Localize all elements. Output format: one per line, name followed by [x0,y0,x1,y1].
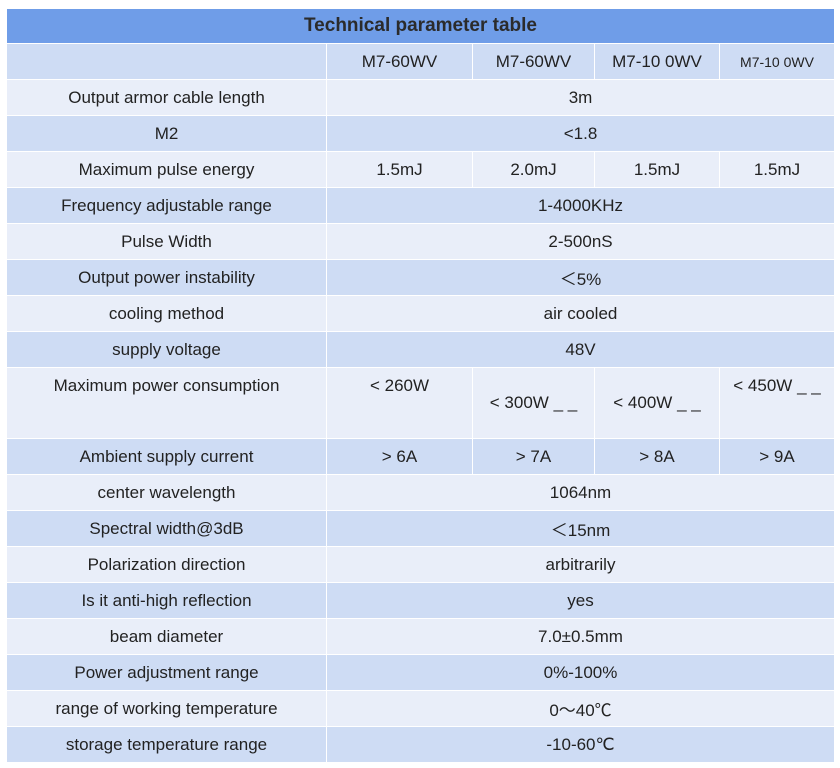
row-label: Output armor cable length [6,79,327,116]
row-value: 1064nm [326,474,835,511]
row-value: 48V [326,331,835,368]
row-label: Maximum power consumption [6,367,327,439]
row-value: yes [326,582,835,619]
row-label: cooling method [6,295,327,332]
row-label: Output power instability [6,259,327,296]
table-row: Spectral width@3dB ＜15nm [6,510,835,547]
table-row: Maximum power consumption < 260W < 300W _ … [6,367,835,439]
header-cell: M7-60WV [326,43,473,80]
row-value: 0～40℃ [326,690,835,727]
row-value: 7.0±0.5mm [326,618,835,655]
row-value: -10-60℃ [326,726,835,763]
table-row: range of working temperature 0～40℃ [6,690,835,727]
row-label: Pulse Width [6,223,327,260]
table-row: Frequency adjustable range 1-4000KHz [6,187,835,224]
table-row: beam diameter 7.0±0.5mm [6,618,835,655]
table-row: M2 <1.8 [6,115,835,152]
title-row: Technical parameter table [6,8,835,44]
row-label: Power adjustment range [6,654,327,691]
row-value: 3m [326,79,835,116]
row-label: Is it anti-high reflection [6,582,327,619]
row-value: 1.5mJ [326,151,473,188]
row-value: > 9A [719,438,835,475]
row-label: range of working temperature [6,690,327,727]
table-row: supply voltage 48V [6,331,835,368]
row-value: 1-4000KHz [326,187,835,224]
row-label: Frequency adjustable range [6,187,327,224]
table-row: center wavelength 1064nm [6,474,835,511]
row-label: storage temperature range [6,726,327,763]
table-row: Maximum pulse energy 1.5mJ 2.0mJ 1.5mJ 1.5mJ [6,151,835,188]
table-row: storage temperature range -10-60℃ [6,726,835,763]
table-row: Is it anti-high reflection yes [6,582,835,619]
row-value: <1.8 [326,115,835,152]
row-value: > 8A [594,438,720,475]
row-value: air cooled [326,295,835,332]
table-row: Power adjustment range 0%-100% [6,654,835,691]
row-label: Ambient supply current [6,438,327,475]
row-label: beam diameter [6,618,327,655]
table-body: Technical parameter table M7-60WV M7-60WV… [6,8,835,763]
row-value: 0%-100% [326,654,835,691]
row-value: < 450W _ _ [719,367,835,439]
table-row: Output armor cable length 3m [6,79,835,116]
header-cell: M7-60WV [472,43,595,80]
row-label: Polarization direction [6,546,327,583]
row-value: ＜5% [326,259,835,296]
row-label: Spectral width@3dB [6,510,327,547]
row-value: < 400W _ _ [594,367,720,439]
row-label: center wavelength [6,474,327,511]
row-value: > 7A [472,438,595,475]
row-value: < 300W _ _ [472,367,595,439]
row-label: Maximum pulse energy [6,151,327,188]
row-label: M2 [6,115,327,152]
table-title: Technical parameter table [6,8,835,44]
row-value: arbitrarily [326,546,835,583]
row-value: 2-500nS [326,223,835,260]
row-value: 2.0mJ [472,151,595,188]
table-row: Polarization direction arbitrarily [6,546,835,583]
header-cell [6,43,327,80]
table-row: Output power instability ＜5% [6,259,835,296]
table-row: cooling method air cooled [6,295,835,332]
header-cell: M7-10 0WV [719,43,835,80]
row-value: > 6A [326,438,473,475]
table-row: Ambient supply current > 6A > 7A > 8A > 9A [6,438,835,475]
row-value: ＜15nm [326,510,835,547]
parameter-table: Technical parameter table M7-60WV M7-60WV… [6,8,835,763]
row-label: supply voltage [6,331,327,368]
row-value: < 260W [326,367,473,439]
table-row: Pulse Width 2-500nS [6,223,835,260]
header-row: M7-60WV M7-60WV M7-10 0WV M7-10 0WV [6,43,835,80]
row-value: 1.5mJ [594,151,720,188]
row-value: 1.5mJ [719,151,835,188]
header-cell: M7-10 0WV [594,43,720,80]
